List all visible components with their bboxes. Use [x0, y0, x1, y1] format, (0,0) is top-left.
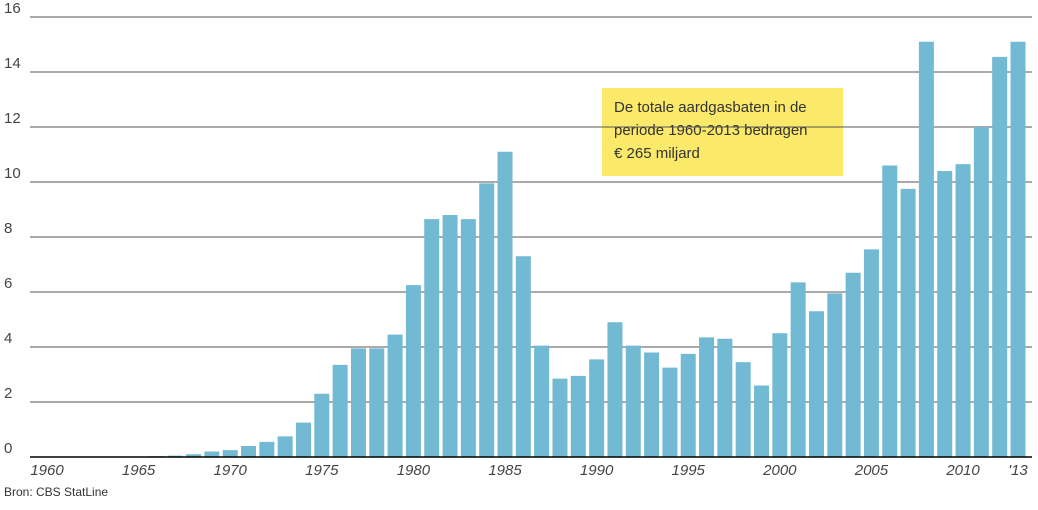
bar: [387, 334, 403, 457]
y-tick-label: 0: [4, 440, 12, 457]
bar: [369, 348, 385, 457]
bar: [863, 249, 879, 457]
y-tick-label: 10: [4, 165, 21, 182]
bar: [754, 385, 770, 457]
bar: [607, 322, 623, 457]
x-tick-label: 1970: [214, 462, 248, 479]
annotation-box: [602, 88, 843, 176]
bar: [405, 285, 421, 457]
bar: [717, 338, 733, 457]
bar: [644, 352, 660, 457]
bar: [497, 151, 513, 457]
y-tick-label: 16: [4, 0, 21, 17]
bar: [900, 188, 916, 457]
bar: [937, 171, 953, 457]
bar: [662, 367, 678, 457]
x-tick-label: 1995: [672, 462, 706, 479]
x-tick-label: 1985: [488, 462, 522, 479]
bar: [827, 293, 843, 457]
bar: [955, 164, 971, 457]
bar: [186, 454, 202, 457]
bar: [424, 219, 440, 457]
annotation-line: De totale aardgasbaten in de: [614, 99, 807, 116]
bar: [882, 165, 898, 457]
bar: [295, 422, 311, 457]
bar: [204, 451, 220, 457]
y-tick-label: 2: [4, 385, 12, 402]
x-tick-label: 1990: [580, 462, 614, 479]
x-tick-label: 2000: [762, 462, 797, 479]
x-tick-label: '13: [1008, 462, 1028, 479]
bar: [277, 436, 293, 457]
bar: [460, 219, 476, 457]
bar: [259, 441, 275, 457]
x-tick-label: 1965: [122, 462, 156, 479]
bar: [479, 183, 495, 457]
annotation-line: € 265 miljard: [614, 145, 700, 162]
bar: [992, 56, 1008, 457]
bar: [241, 446, 257, 457]
bar: [314, 393, 330, 457]
x-tick-label: 1975: [305, 462, 339, 479]
bar: [680, 353, 696, 457]
y-tick-label: 4: [4, 330, 12, 347]
y-tick-label: 6: [4, 275, 12, 292]
bar: [552, 378, 568, 457]
bar: [442, 215, 458, 457]
x-tick-label: 2010: [945, 462, 980, 479]
bar: [222, 450, 238, 457]
bar: [350, 348, 366, 457]
y-tick-label: 8: [4, 220, 12, 237]
bar: [1010, 41, 1026, 457]
bar: [589, 359, 605, 457]
bar: [845, 272, 861, 457]
y-tick-label: 12: [4, 110, 21, 127]
y-tick-label: 14: [4, 55, 21, 72]
bar: [515, 256, 531, 457]
bar: [790, 282, 806, 457]
x-tick-label: 2005: [854, 462, 889, 479]
annotation-line: periode 1960-2013 bedragen: [614, 122, 808, 139]
x-tick-label: 1980: [397, 462, 431, 479]
bar: [772, 333, 788, 457]
bar: [735, 362, 751, 457]
bar: [625, 345, 641, 457]
bar: [570, 375, 586, 457]
bar: [332, 364, 348, 457]
source: Bron: CBS StatLine: [4, 485, 108, 499]
bar: [973, 127, 989, 457]
bar: [699, 337, 715, 457]
x-tick-label: 1960: [30, 462, 64, 479]
bar: [534, 345, 550, 457]
bar: [918, 41, 934, 457]
bar: [808, 311, 824, 457]
